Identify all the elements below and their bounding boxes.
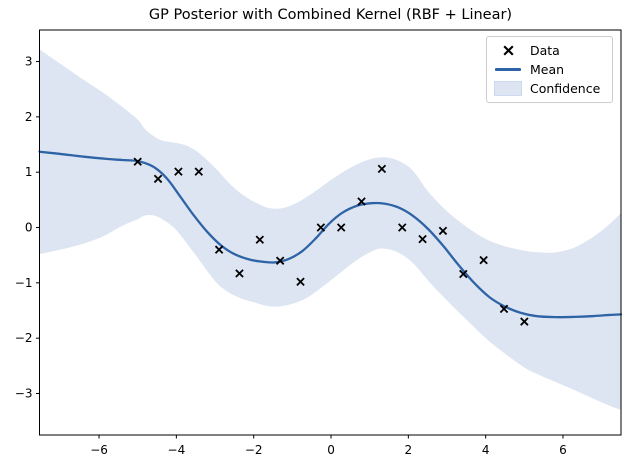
data-marker	[499, 304, 509, 314]
legend-label-data: Data	[530, 43, 560, 58]
legend-entry-confidence: Confidence	[493, 79, 606, 98]
x-tick-label: −2	[245, 443, 263, 457]
x-marker-icon	[493, 44, 523, 57]
data-marker	[255, 235, 265, 244]
legend: Data Mean Confidence	[486, 36, 613, 103]
x-tick-label: −6	[90, 443, 108, 457]
data-marker	[214, 245, 224, 254]
mean-line	[38, 150, 623, 319]
y-tick-label: −1	[15, 276, 33, 290]
x-tick-label: 6	[559, 443, 567, 457]
data-marker	[398, 223, 407, 232]
x-tick-label: 0	[327, 443, 335, 457]
confidence-patch-icon	[493, 81, 523, 96]
y-tick-label: 1	[25, 165, 33, 179]
axes-spines	[39, 29, 622, 436]
data-marker	[174, 167, 183, 176]
data-marker	[459, 269, 468, 279]
chart-title: GP Posterior with Combined Kernel (RBF +…	[148, 7, 513, 23]
data-marker	[418, 234, 427, 244]
data-marker	[194, 167, 203, 176]
x-tick-label: 4	[482, 443, 490, 457]
data-marker	[133, 157, 142, 166]
confidence-band	[39, 49, 621, 411]
data-marker	[336, 223, 346, 232]
x-tick-label: −4	[168, 443, 186, 457]
x-tick-label: 2	[405, 443, 413, 457]
legend-label-mean: Mean	[530, 62, 565, 77]
legend-entry-mean: Mean	[493, 60, 606, 79]
data-marker	[357, 197, 366, 206]
data-marker	[438, 226, 448, 236]
y-tick-label: 3	[25, 55, 33, 69]
data-marker	[377, 164, 387, 174]
data-marker	[153, 174, 163, 184]
y-tick-label: 2	[25, 110, 33, 124]
data-marker	[520, 317, 529, 326]
y-tick-label: 0	[25, 221, 33, 235]
data-marker	[296, 277, 305, 286]
mean-line-icon	[493, 68, 523, 71]
y-tick-label: −2	[15, 331, 33, 345]
data-marker	[235, 269, 244, 278]
data-marker	[275, 256, 285, 265]
legend-entry-data: Data	[493, 41, 606, 60]
data-marker	[316, 223, 326, 232]
data-marker	[479, 255, 488, 265]
legend-label-confidence: Confidence	[530, 81, 601, 96]
y-tick-label: −3	[15, 387, 33, 401]
